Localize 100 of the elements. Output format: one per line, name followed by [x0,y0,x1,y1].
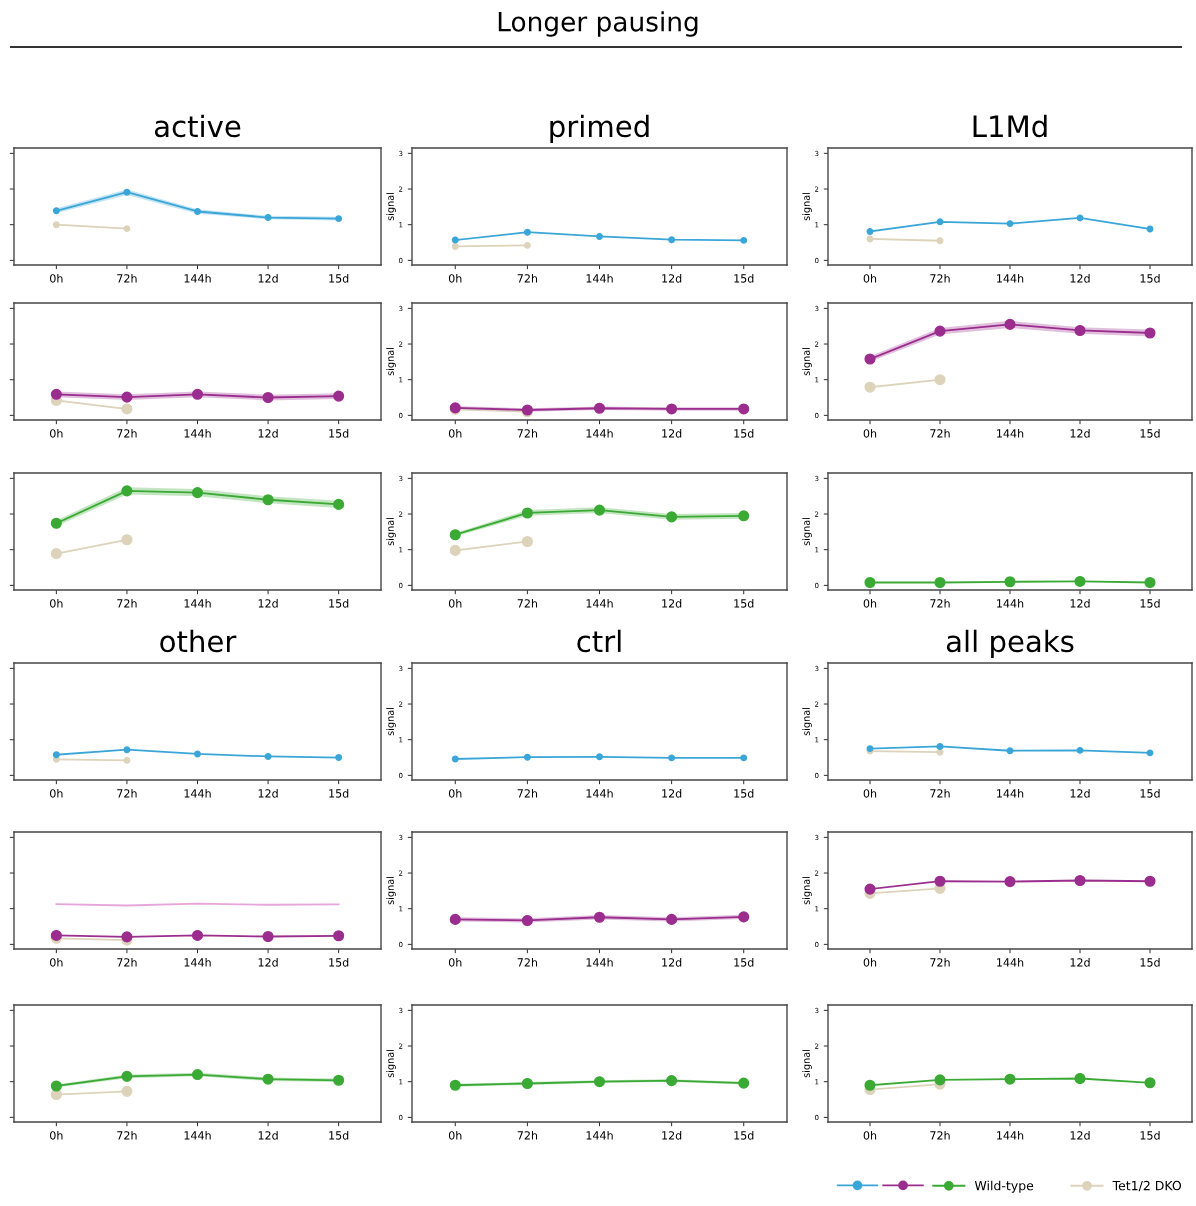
x-tick-label: 0h [863,1131,877,1140]
x-tick-label: 144h [997,429,1024,438]
x-tick-label: 72h [517,429,538,438]
y-axis-title: signal [386,518,396,546]
x-tick-label: 144h [997,789,1024,798]
chart-title: ctrl [577,629,621,653]
chart-title: other [160,629,237,653]
x-tick-label: 72h [117,958,137,967]
x-tick-label: 0h [863,429,877,438]
x-tick-label: 144h [586,274,613,283]
x-tick-label: 12d [258,429,278,438]
x-tick-label: 144h [586,789,613,798]
x-tick-label: 12d [258,1131,278,1140]
x-tick-label: 0h [448,1131,462,1140]
x-tick-label: 15d [1140,274,1160,283]
x-tick-label: 15d [329,789,349,798]
x-tick-label: 72h [117,274,137,283]
x-tick-label: 12d [1070,958,1090,967]
x-tick-label: 15d [734,1131,754,1140]
y-axis-title: signal [802,708,812,736]
x-tick-label: 72h [517,789,538,798]
x-tick-label: 72h [117,789,137,798]
x-tick-label: 72h [930,1131,950,1140]
x-tick-label: 0h [863,789,877,798]
x-tick-label: 12d [258,599,278,608]
x-tick-label: 0h [448,958,462,967]
x-tick-label: 15d [329,1131,349,1140]
y-axis-title: signal [802,1050,812,1078]
x-tick-label: 72h [517,1131,538,1140]
x-tick-label: 72h [517,599,538,608]
chart-title: L1Md [973,114,1047,138]
y-axis-title: signal [386,877,396,905]
x-tick-label: 144h [997,1131,1024,1140]
x-tick-label: 0h [448,429,462,438]
x-tick-label: 72h [930,599,950,608]
y-axis-title: signal [386,708,396,736]
x-tick-label: 72h [930,789,950,798]
x-tick-label: 12d [662,1131,682,1140]
chart-title: all peaks [946,629,1074,658]
x-tick-label: 0h [448,274,462,283]
x-tick-label: 144h [586,429,613,438]
y-axis-title: signal [386,193,396,221]
x-tick-label: 12d [1070,789,1090,798]
x-tick-label: 12d [662,599,682,608]
x-tick-label: 15d [1140,958,1160,967]
x-tick-label: 72h [117,429,137,438]
x-tick-label: 15d [329,429,349,438]
x-tick-label: 12d [1070,1131,1090,1140]
x-tick-label: 144h [997,958,1024,967]
legend-label: Tet1/2 DKO [1112,1180,1182,1192]
x-tick-label: 72h [117,1131,137,1140]
x-tick-label: 0h [50,429,63,438]
x-tick-label: 15d [1140,599,1160,608]
x-tick-label: 15d [1140,429,1160,438]
x-tick-label: 144h [184,599,211,608]
x-tick-label: 72h [517,958,538,967]
x-tick-label: 0h [50,599,63,608]
x-tick-label: 12d [1070,599,1090,608]
x-tick-label: 15d [734,958,754,967]
x-tick-label: 15d [329,958,349,967]
x-tick-label: 15d [1140,789,1160,798]
x-tick-label: 0h [863,274,877,283]
x-tick-label: 72h [930,429,950,438]
x-tick-label: 72h [930,958,950,967]
y-axis-title: signal [386,1050,396,1078]
x-tick-label: 72h [517,274,538,283]
x-tick-label: 72h [930,274,950,283]
x-tick-label: 144h [997,274,1024,283]
x-tick-label: 12d [258,789,278,798]
x-tick-label: 144h [586,599,613,608]
x-tick-label: 15d [329,599,349,608]
x-tick-label: 0h [448,789,462,798]
chart-title: primed [550,114,649,143]
legend-label: Wild-type [974,1180,1034,1193]
x-tick-label: 144h [184,789,211,798]
y-axis-title: signal [802,193,812,221]
y-axis-title: signal [386,348,396,376]
x-tick-label: 12d [258,958,278,967]
x-tick-label: 144h [184,1131,211,1140]
chart-title: active [154,114,241,138]
x-tick-label: 12d [662,274,682,283]
text: Longer pausing [498,11,698,37]
x-tick-label: 15d [329,274,349,283]
x-tick-label: 15d [734,274,754,283]
x-tick-label: 0h [863,958,877,967]
x-tick-label: 144h [184,274,211,283]
x-tick-label: 0h [448,599,462,608]
x-tick-label: 0h [50,789,63,798]
x-tick-label: 144h [586,1131,613,1140]
x-tick-label: 72h [117,599,137,608]
x-tick-label: 0h [863,599,877,608]
x-tick-label: 15d [734,789,754,798]
x-tick-label: 15d [734,599,754,608]
y-axis-title: signal [802,877,812,905]
x-tick-label: 12d [662,958,682,967]
y-axis-title: signal [802,348,812,376]
x-tick-label: 12d [662,429,682,438]
x-tick-label: 12d [1070,429,1090,438]
x-tick-label: 12d [1070,274,1090,283]
x-tick-label: 144h [997,599,1024,608]
